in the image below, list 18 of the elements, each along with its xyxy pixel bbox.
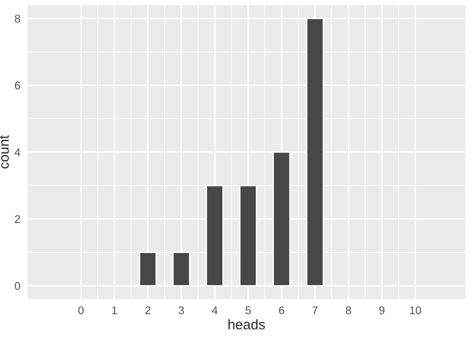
y-tick-label: 2: [14, 215, 20, 223]
y-axis-title: count: [0, 135, 9, 168]
x-tick-label: 8: [346, 306, 352, 314]
y-tick-label: 8: [14, 14, 20, 23]
x-tick-label: 7: [312, 306, 318, 314]
x-tick-label: 0: [78, 306, 84, 314]
x-tick-label: 2: [145, 306, 150, 314]
y-tick-label: 4: [14, 148, 20, 156]
x-tick-label: 5: [246, 306, 251, 314]
y-tick-label: 0: [14, 282, 20, 290]
y-tick-label: 6: [14, 82, 20, 90]
x-axis-title: heads: [228, 319, 265, 330]
x-tick-label: 10: [410, 306, 422, 314]
x-tick-label: 6: [279, 306, 284, 314]
x-tick-label: 1: [112, 306, 117, 314]
x-tick-label: 9: [379, 306, 384, 314]
x-tick-label: 3: [178, 306, 184, 314]
x-tick-label: 4: [212, 306, 218, 314]
